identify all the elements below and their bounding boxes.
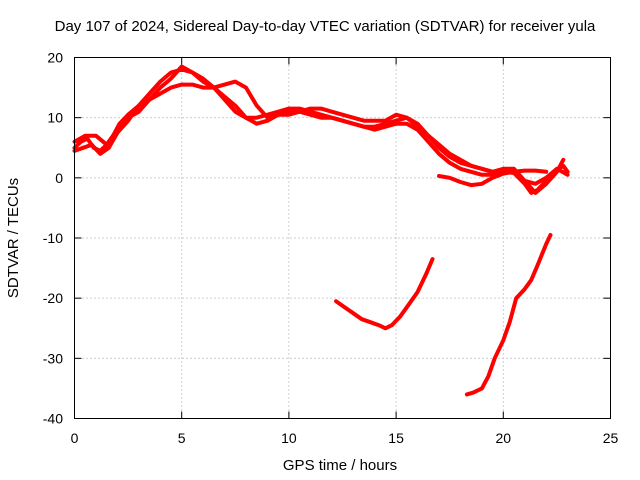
x-tick-label: 0 bbox=[71, 430, 79, 446]
grid bbox=[74, 57, 611, 419]
y-tick-label: 20 bbox=[47, 50, 63, 66]
x-tick-label: 5 bbox=[178, 430, 186, 446]
series-line-pass-4 bbox=[437, 168, 549, 188]
y-tick-labels: -40 -30 -20 -10 0 10 20 bbox=[43, 50, 63, 427]
y-tick-label: 10 bbox=[47, 110, 63, 126]
y-tick-label: -30 bbox=[43, 350, 63, 366]
x-tick-labels: 0 5 10 15 20 25 bbox=[71, 430, 619, 446]
axis-ticks bbox=[74, 57, 611, 419]
data-series bbox=[72, 64, 570, 397]
chart-title: Day 107 of 2024, Sidereal Day-to-day VTE… bbox=[55, 18, 596, 35]
series-line-pass-5 bbox=[334, 257, 435, 331]
y-tick-label: -20 bbox=[43, 290, 63, 306]
x-tick-label: 20 bbox=[496, 430, 512, 446]
y-tick-label: -10 bbox=[43, 230, 63, 246]
x-tick-label: 25 bbox=[603, 430, 619, 446]
x-axis-label: GPS time / hours bbox=[283, 457, 397, 474]
y-tick-label: -40 bbox=[43, 411, 63, 427]
x-tick-label: 15 bbox=[388, 430, 404, 446]
y-axis-label: SDTVAR / TECUs bbox=[5, 178, 22, 298]
series-line-pass-3 bbox=[72, 64, 566, 195]
series-line-pass-6 bbox=[464, 233, 553, 397]
y-tick-label: 0 bbox=[55, 170, 63, 186]
x-tick-label: 10 bbox=[281, 430, 297, 446]
